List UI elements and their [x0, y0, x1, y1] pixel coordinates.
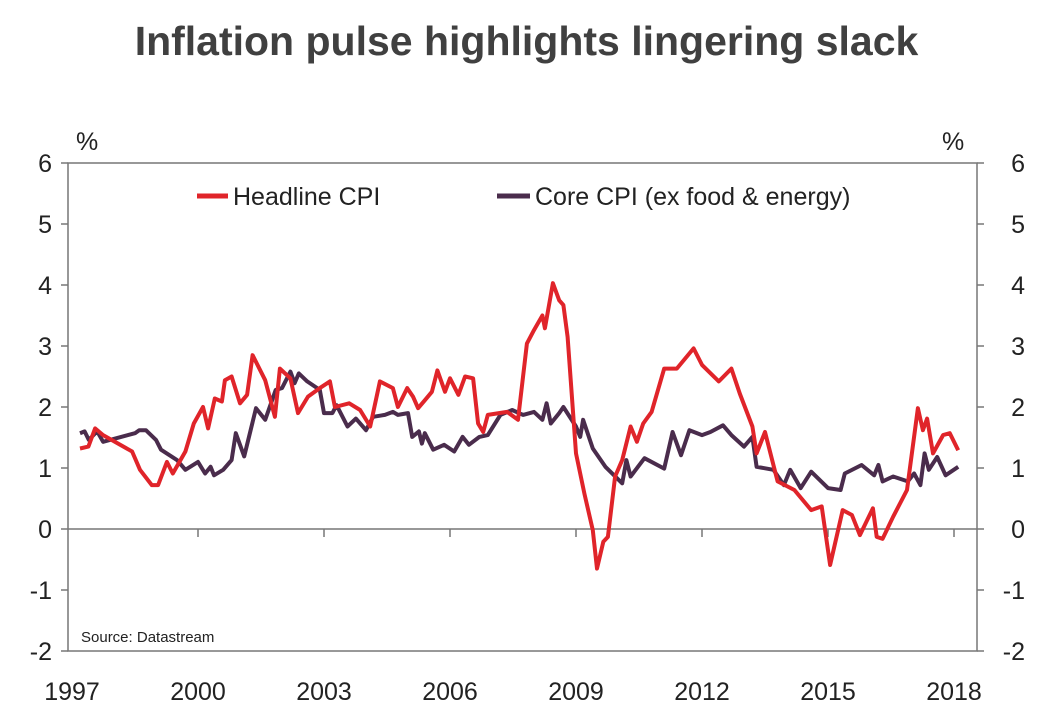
- y-axis-unit-left: %: [76, 128, 98, 156]
- chart-title: Inflation pulse highlights lingering sla…: [134, 18, 919, 64]
- legend-label-core: Core CPI (ex food & energy): [535, 183, 850, 211]
- x-tick-label: 2003: [296, 678, 352, 706]
- axes: -2 -2 -1 -1 0 0 1 1 2 2 3 3 4 4 5 5 6 6 1997 2000 2003 2006 20…: [30, 150, 1025, 706]
- y-tick-label-left: 2: [38, 394, 52, 422]
- y-tick-label-left: -2: [30, 638, 52, 666]
- y-axis-unit-right: %: [942, 128, 964, 156]
- y-tick-label-left: -1: [30, 577, 52, 605]
- y-tick-label-left: 3: [38, 333, 52, 361]
- legend: Headline CPI Core CPI (ex food & energy): [197, 183, 850, 211]
- x-tick-label: 2009: [548, 678, 604, 706]
- x-tick-label: 2015: [800, 678, 856, 706]
- series-lines: [79, 281, 960, 571]
- y-tick-label-right: 5: [1011, 211, 1025, 239]
- series-line-core: [79, 369, 960, 492]
- source-note: Source: Datastream: [81, 629, 214, 646]
- y-tick-label-right: 3: [1011, 333, 1025, 361]
- y-tick-label-right: 6: [1011, 150, 1025, 178]
- y-tick-label-right: -1: [1003, 577, 1025, 605]
- series-line-headline: [79, 281, 960, 571]
- x-tick-label: 1997: [44, 678, 100, 706]
- x-tick-label: 2018: [926, 678, 982, 706]
- legend-label-headline: Headline CPI: [233, 183, 380, 211]
- y-tick-label-right: -2: [1003, 638, 1025, 666]
- y-tick-label-right: 2: [1011, 394, 1025, 422]
- y-tick-label-right: 0: [1011, 516, 1025, 544]
- y-tick-label-left: 1: [38, 455, 52, 483]
- y-tick-label-left: 4: [38, 272, 52, 300]
- x-tick-label: 2000: [170, 678, 226, 706]
- x-tick-label: 2006: [422, 678, 478, 706]
- y-tick-label-right: 1: [1011, 455, 1025, 483]
- y-tick-label-right: 4: [1011, 272, 1025, 300]
- y-tick-label-left: 5: [38, 211, 52, 239]
- y-tick-label-left: 0: [38, 516, 52, 544]
- x-tick-label: 2012: [674, 678, 730, 706]
- y-tick-label-left: 6: [38, 150, 52, 178]
